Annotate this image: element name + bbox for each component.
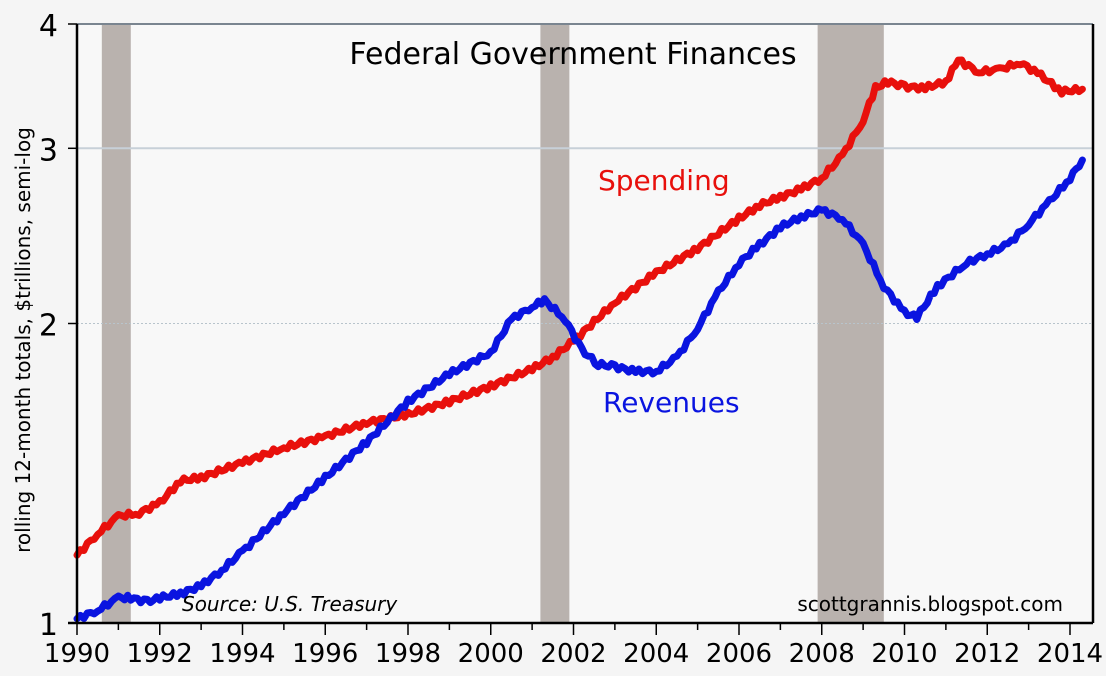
y-tick-label: 3 <box>39 133 58 168</box>
series-label-revenues: Revenues <box>603 386 740 419</box>
x-tick-label: 2006 <box>706 639 772 669</box>
series-lines <box>73 56 1086 623</box>
x-tick-label: 1996 <box>292 639 358 669</box>
x-tick-label: 2008 <box>789 639 855 669</box>
x-tick-label: 2002 <box>540 639 606 669</box>
credit-annotation: scottgrannis.blogspot.com <box>797 592 1063 616</box>
x-axis-ticks: 1990 1992 1994 1996 1998 2000 2002 2004 2006 2008… <box>44 623 1103 669</box>
series-line-revenues <box>73 156 1086 623</box>
x-tick-label: 2010 <box>871 639 937 669</box>
series-line-spending <box>73 56 1086 559</box>
y-tick-label: 4 <box>39 9 58 44</box>
x-tick-label: 1990 <box>44 639 110 669</box>
x-tick-label: 2000 <box>458 639 524 669</box>
gridlines <box>77 147 1093 324</box>
series-label-spending: Spending <box>598 164 730 197</box>
source-annotation: Source: U.S. Treasury <box>182 592 398 616</box>
y-tick-label: 2 <box>39 309 58 344</box>
x-tick-label: 1998 <box>375 639 441 669</box>
y-tick-label: 1 <box>39 608 58 643</box>
x-tick-label: 1992 <box>127 639 193 669</box>
x-tick-label: 2012 <box>954 639 1020 669</box>
y-axis-ticks: 1 2 3 4 <box>39 9 77 643</box>
x-tick-label: 2004 <box>623 639 689 669</box>
x-tick-label: 2014 <box>1037 639 1103 669</box>
chart-title: Federal Government Finances <box>349 37 796 72</box>
y-axis-label: rolling 12-month totals, $trillions, sem… <box>11 127 35 553</box>
x-tick-label: 1994 <box>209 639 275 669</box>
